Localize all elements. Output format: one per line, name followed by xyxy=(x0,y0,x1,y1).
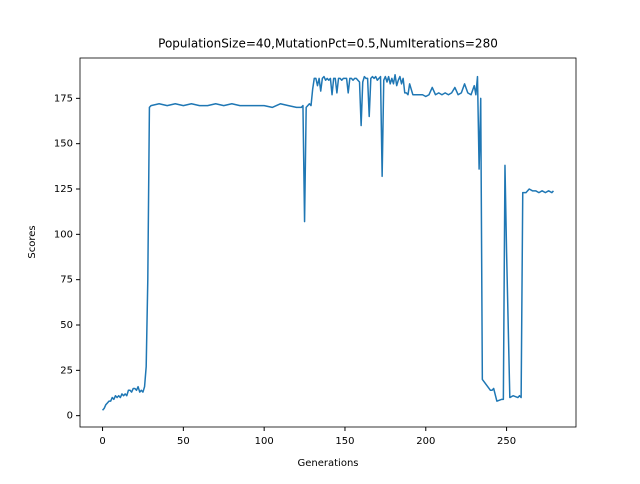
y-tick-label: 75 xyxy=(60,275,73,286)
x-tick-label: 100 xyxy=(255,436,274,447)
x-tick-label: 0 xyxy=(99,436,105,447)
y-tick-label: 0 xyxy=(67,411,73,422)
chart-title: PopulationSize=40,MutationPct=0.5,NumIte… xyxy=(158,37,498,51)
y-tick-label: 150 xyxy=(54,139,73,150)
x-tick-label: 150 xyxy=(335,436,354,447)
y-tick-label: 175 xyxy=(54,93,73,104)
y-tick-label: 125 xyxy=(54,184,73,195)
x-tick-label: 200 xyxy=(416,436,435,447)
data-line xyxy=(101,74,555,411)
y-tick-label: 100 xyxy=(54,229,73,240)
plot-frame xyxy=(79,57,577,428)
x-tick-label: 50 xyxy=(177,436,190,447)
x-tick-label: 250 xyxy=(497,436,516,447)
y-tick-label: 50 xyxy=(60,320,73,331)
x-axis-label: Generations xyxy=(298,458,359,469)
y-tick-label: 25 xyxy=(60,365,73,376)
y-axis-label: Scores xyxy=(27,225,38,258)
